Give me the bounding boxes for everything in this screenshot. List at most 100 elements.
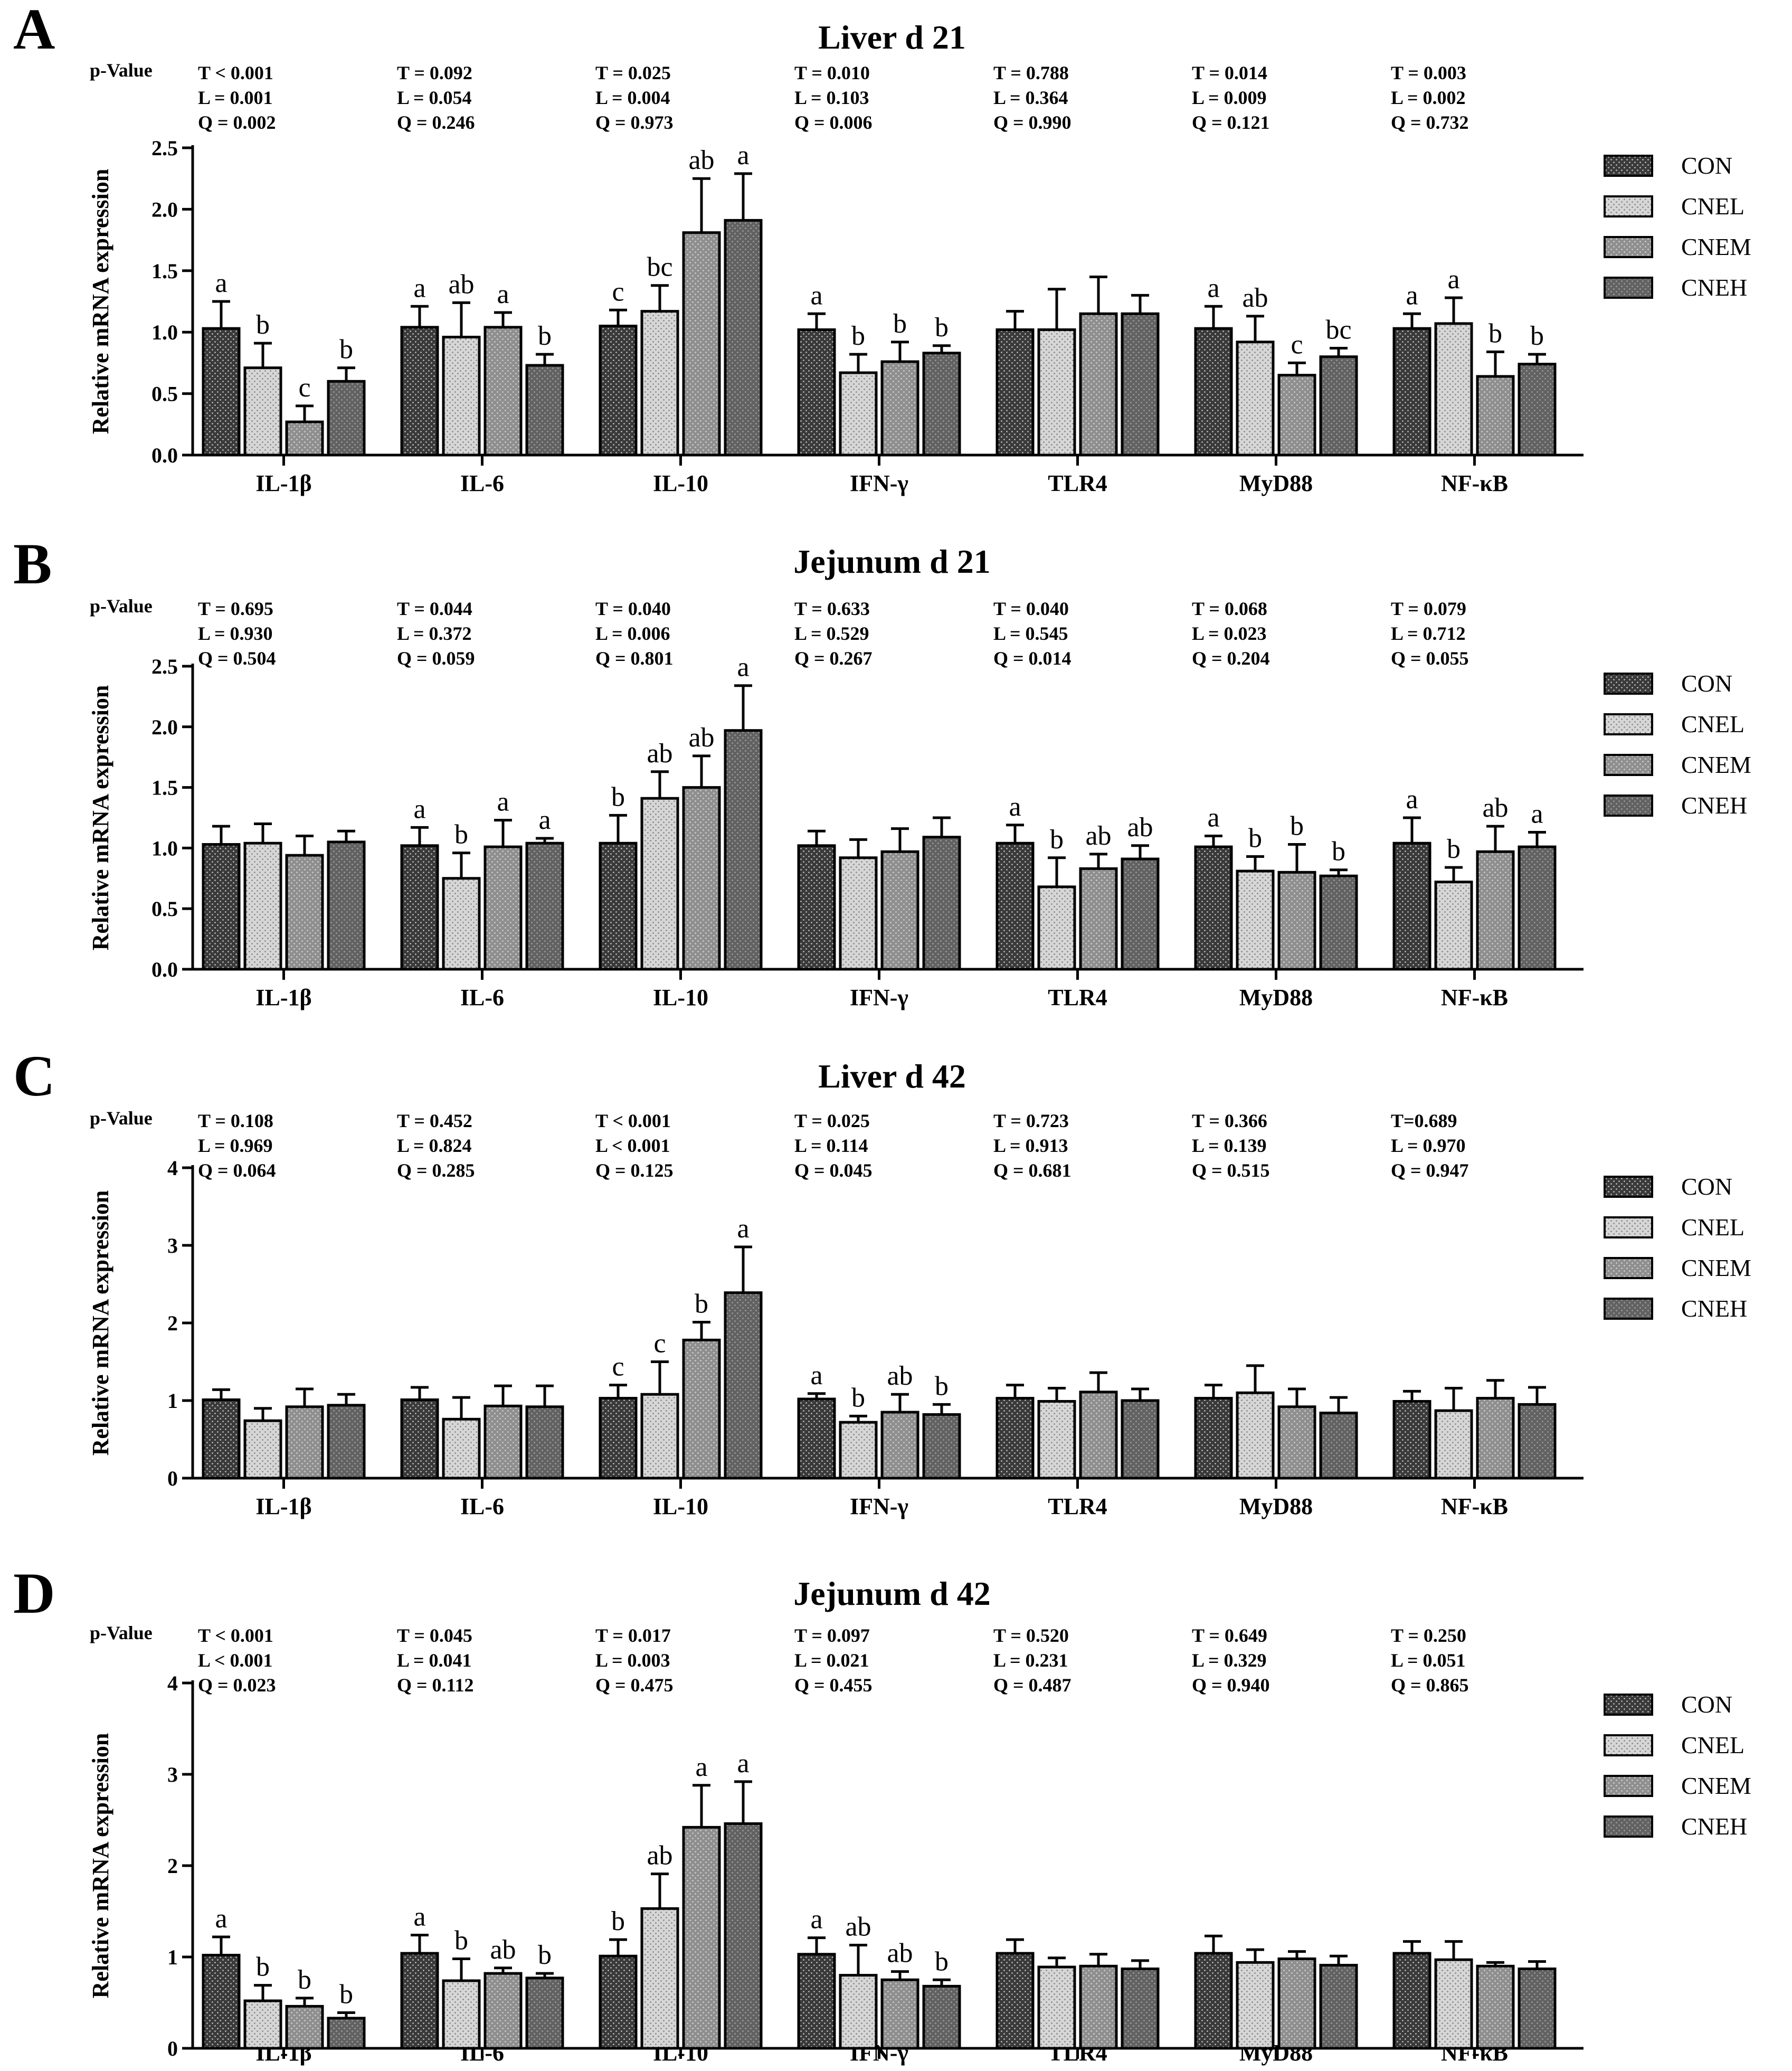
- category-label: IL-10: [653, 985, 708, 1010]
- bar-con: [1194, 1397, 1233, 1480]
- bar-cnel: [640, 310, 679, 457]
- bar-con: [995, 841, 1035, 971]
- significance-label: ab: [845, 1912, 871, 1942]
- pvalue-text: L = 0.002: [1391, 87, 1466, 108]
- significance-label: b: [935, 1946, 949, 1977]
- significance-label: b: [1488, 318, 1502, 348]
- legend-swatch-cnem: [1604, 1775, 1653, 1797]
- panel-d: D Jejunum d 42 p-Value T < 0.001 L < 0.001 Q …: [13, 1561, 1751, 2066]
- significance-label: a: [413, 273, 425, 303]
- pvalue-text: Q = 0.940: [1192, 1675, 1270, 1696]
- significance-label: a: [413, 794, 425, 824]
- bar-con: [599, 325, 638, 457]
- bar-con: [995, 1952, 1035, 2050]
- y-axis-label: Relative mRNA expression: [88, 1190, 113, 1456]
- significance-label: c: [653, 1329, 666, 1359]
- pvalue-text: Q = 0.455: [794, 1675, 873, 1696]
- bar-cnel: [1434, 1958, 1473, 2050]
- bar-con: [599, 1397, 638, 1480]
- significance-label: b: [538, 1940, 552, 1970]
- legend-swatch-con: [1604, 673, 1653, 695]
- bar-cnel: [1037, 885, 1076, 971]
- pvalue-text: L = 0.023: [1192, 623, 1267, 644]
- panel-title: Jejunum d 21: [793, 543, 990, 580]
- legend-swatch-cneh: [1604, 795, 1653, 817]
- bar-con: [797, 1397, 836, 1480]
- legend-label: CNEL: [1681, 1214, 1744, 1241]
- bar-cnem: [1476, 850, 1515, 971]
- pvalue-text: L < 0.001: [595, 1135, 670, 1156]
- pvalue-text: T = 0.044: [397, 598, 472, 619]
- pvalue-text: L = 0.139: [1192, 1135, 1267, 1156]
- legend-swatch-cnel: [1604, 1734, 1653, 1756]
- pvalue-text: T = 0.108: [198, 1110, 273, 1131]
- bar-con: [797, 1953, 836, 2050]
- bar-cnel: [1236, 869, 1275, 971]
- pvalue-text: Q = 0.515: [1192, 1160, 1270, 1181]
- significance-label: a: [413, 1902, 425, 1932]
- pvalue-text: L = 0.364: [993, 87, 1068, 108]
- y-tick-label: 1.0: [151, 836, 178, 860]
- pvalue-text: T=0.689: [1391, 1110, 1457, 1131]
- legend-label: CON: [1681, 1173, 1732, 1200]
- bar-con: [1392, 1952, 1431, 2050]
- significance-label: a: [737, 1748, 749, 1779]
- significance-label: b: [851, 1383, 865, 1413]
- bar-con: [599, 841, 638, 971]
- pvalue-text: T = 0.097: [794, 1625, 870, 1646]
- significance-label: a: [810, 1905, 822, 1935]
- panel-b: B Jejunum d 21 p-Value T = 0.695 L = 0.930 Q …: [13, 532, 1751, 1010]
- pvalue-text: T = 0.068: [1192, 598, 1267, 619]
- bar-cnel: [839, 1421, 878, 1480]
- bar-cnel: [442, 877, 481, 971]
- significance-label: ab: [1085, 821, 1111, 851]
- pvalue-text: L = 0.545: [993, 623, 1068, 644]
- significance-label: b: [611, 1906, 625, 1936]
- legend-swatch-cnel: [1604, 195, 1653, 217]
- pvalue-text: Q = 0.947: [1391, 1160, 1469, 1181]
- pvalue-label: p-Value: [90, 595, 153, 617]
- pvalue-text: Q = 0.204: [1192, 648, 1270, 669]
- category-label: NF-κB: [1441, 1493, 1508, 1519]
- significance-label: b: [695, 1289, 708, 1319]
- significance-label: ab: [1482, 793, 1508, 823]
- bar-cnel: [640, 797, 679, 971]
- pvalue-text: L = 0.006: [595, 623, 670, 644]
- legend-swatch-con: [1604, 1694, 1653, 1716]
- legend-label: CNEH: [1681, 274, 1747, 301]
- y-tick-label: 2: [167, 1854, 178, 1878]
- significance-label: a: [1531, 799, 1543, 829]
- pvalue-text: T = 0.092: [397, 62, 472, 83]
- significance-label: b: [256, 1952, 270, 1982]
- bar-cnem: [285, 1405, 324, 1480]
- bar-cnem: [682, 786, 721, 971]
- y-tick-label: 1: [167, 1389, 178, 1413]
- bar-cnel: [442, 1979, 481, 2050]
- pvalue-text: Q = 0.059: [397, 648, 475, 669]
- bar-cnem: [483, 1404, 523, 1480]
- pvalue-text: T = 0.025: [595, 62, 671, 83]
- significance-label: b: [538, 321, 552, 351]
- bar-cnel: [1037, 1399, 1076, 1480]
- significance-label: ab: [887, 1361, 913, 1391]
- pvalue-text: L = 0.712: [1391, 623, 1466, 644]
- bar-cneh: [922, 1984, 961, 2050]
- bar-con: [1194, 845, 1233, 971]
- bar-cneh: [1121, 857, 1160, 971]
- significance-label: ab: [688, 723, 714, 753]
- bar-cnem: [682, 231, 721, 457]
- pvalue-text: Q = 0.267: [794, 648, 873, 669]
- bar-con: [797, 844, 836, 971]
- significance-label: b: [893, 309, 907, 339]
- bar-cneh: [922, 836, 961, 971]
- significance-label: bc: [1325, 315, 1351, 345]
- pvalue-text: Q = 0.006: [794, 112, 873, 133]
- significance-label: a: [1207, 273, 1219, 303]
- bar-cnem: [1079, 1964, 1118, 2050]
- significance-label: a: [1406, 280, 1418, 310]
- category-label: IL-10: [653, 1493, 708, 1519]
- significance-label: ab: [647, 739, 672, 769]
- panel-title: Liver d 42: [818, 1057, 966, 1095]
- significance-label: b: [1332, 837, 1345, 867]
